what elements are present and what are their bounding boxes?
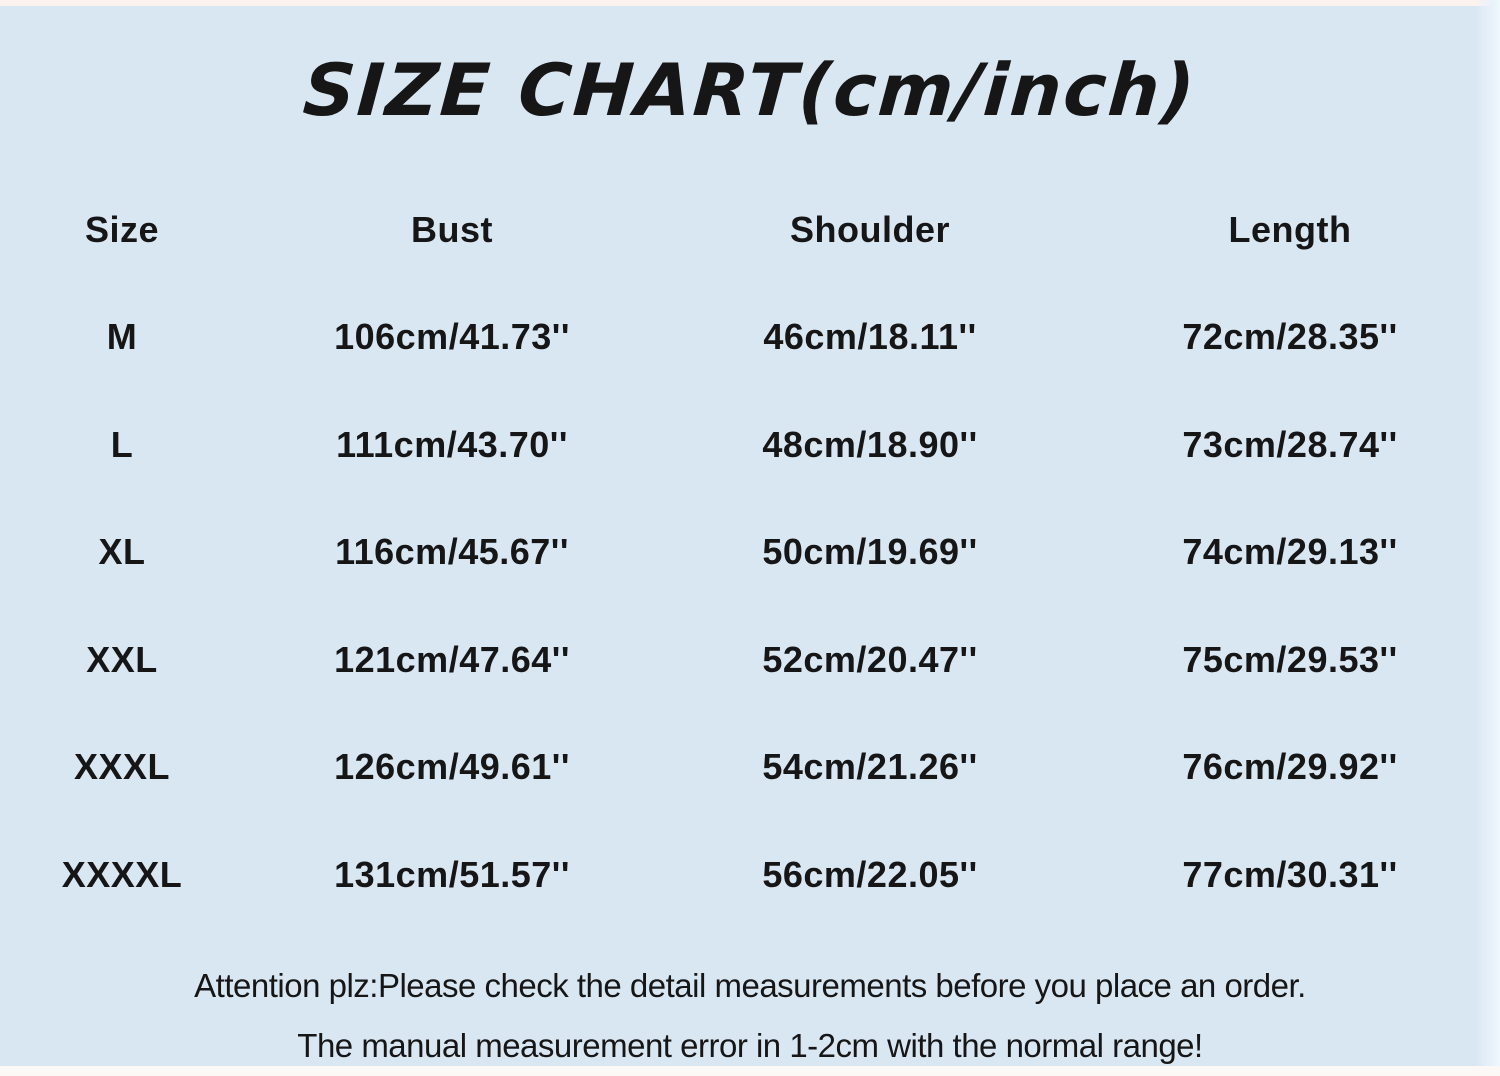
column-header-length: Length bbox=[1228, 208, 1352, 250]
size-label: M bbox=[106, 316, 138, 358]
right-edge-fade bbox=[1474, 0, 1500, 1076]
size-label: XXXL bbox=[73, 746, 171, 788]
length-value: 74cm/29.13'' bbox=[1182, 531, 1398, 573]
bust-value: 126cm/49.61'' bbox=[334, 746, 570, 788]
length-value: 76cm/29.92'' bbox=[1182, 746, 1398, 788]
length-value: 72cm/28.35'' bbox=[1182, 316, 1398, 358]
bust-value: 111cm/43.70'' bbox=[336, 423, 568, 465]
bust-value: 116cm/45.67'' bbox=[335, 531, 569, 573]
length-value: 77cm/30.31'' bbox=[1182, 853, 1398, 895]
size-label: XXXXL bbox=[61, 853, 183, 895]
size-label: XXL bbox=[86, 638, 158, 680]
shoulder-value: 50cm/19.69'' bbox=[762, 531, 978, 573]
bust-value: 106cm/41.73'' bbox=[334, 316, 570, 358]
page-title: SIZE CHART(cm/inch) bbox=[300, 48, 1200, 132]
attention-line-1: Attention plz:Please check the detail me… bbox=[194, 967, 1306, 1004]
shoulder-value: 54cm/21.26'' bbox=[762, 746, 978, 788]
size-label: XL bbox=[98, 531, 146, 573]
size-table: Size Bust Shoulder Length M 106cm/41.73'… bbox=[0, 176, 1500, 929]
size-label: L bbox=[110, 423, 134, 465]
length-value: 73cm/28.74'' bbox=[1182, 423, 1398, 465]
column-header-shoulder: Shoulder bbox=[789, 208, 950, 250]
length-value: 75cm/29.53'' bbox=[1182, 638, 1398, 680]
shoulder-value: 48cm/18.90'' bbox=[762, 423, 978, 465]
shoulder-value: 52cm/20.47'' bbox=[762, 638, 978, 680]
shoulder-value: 46cm/18.11'' bbox=[763, 316, 977, 358]
attention-line-2: The manual measurement error in 1-2cm wi… bbox=[297, 1027, 1203, 1064]
attention-note: Attention plz:Please check the detail me… bbox=[0, 956, 1500, 1076]
bust-value: 121cm/47.64'' bbox=[334, 638, 570, 680]
shoulder-value: 56cm/22.05'' bbox=[762, 853, 978, 895]
bust-value: 131cm/51.57'' bbox=[334, 853, 570, 895]
column-header-bust: Bust bbox=[411, 208, 493, 250]
column-header-size: Size bbox=[84, 208, 160, 250]
bottom-border-strip bbox=[0, 1066, 1500, 1076]
top-border-strip bbox=[0, 0, 1500, 6]
